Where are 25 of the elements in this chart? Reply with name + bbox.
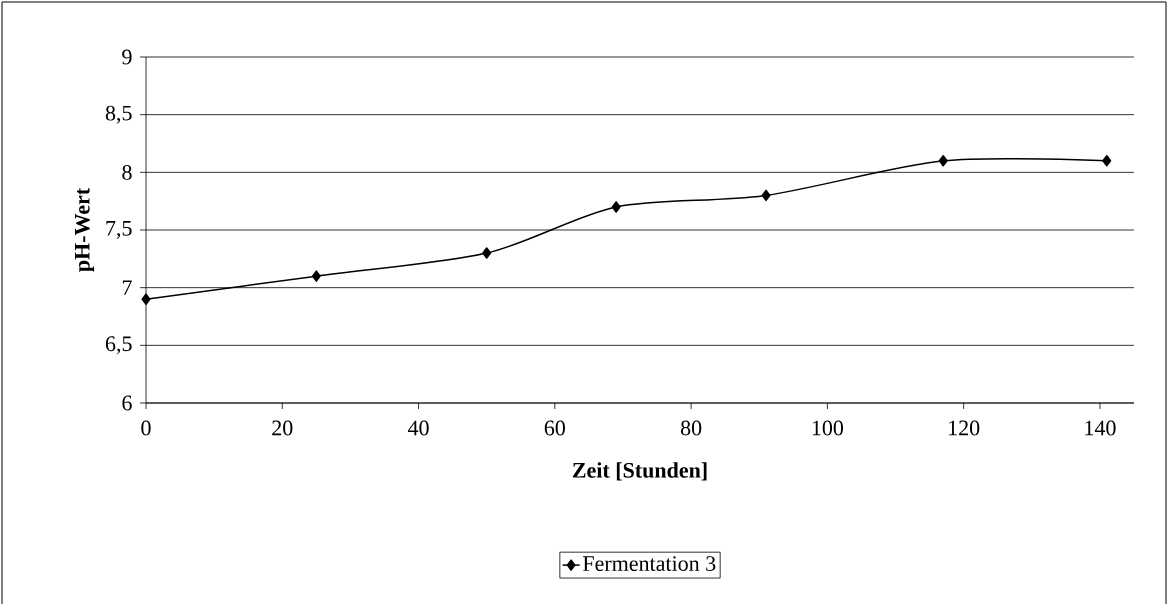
point: [311, 270, 321, 282]
point: [611, 201, 621, 213]
y-tick-label: 6: [122, 395, 132, 411]
y-tick-label: 9: [122, 49, 132, 65]
point: [938, 155, 948, 167]
point: [482, 247, 492, 259]
point: [1102, 155, 1112, 167]
x-tick-label: 0: [141, 420, 151, 436]
legend-label: Fermentation 3: [583, 556, 716, 571]
point: [761, 189, 771, 202]
x-tick-label: 140: [1085, 420, 1116, 436]
x-tick-label: 20: [272, 420, 293, 436]
x-tick-label: 60: [544, 420, 565, 436]
y-axis-title: pH-Wert: [75, 187, 95, 272]
x-tick-label: 120: [949, 420, 980, 436]
y-tick-label: 6,5: [105, 336, 132, 355]
y-tick-label: 7,5: [106, 221, 132, 239]
x-tick-label: 40: [407, 420, 429, 436]
y-tick-label: 8,5: [105, 105, 132, 124]
y-tick-label: 7: [122, 280, 132, 295]
x-tick-label: 80: [680, 420, 702, 436]
point: [141, 293, 151, 305]
y-tick-label: 8: [122, 164, 132, 180]
x-tick-label: 100: [812, 420, 844, 436]
x-axis-title: Zeit [Stunden]: [572, 462, 707, 481]
